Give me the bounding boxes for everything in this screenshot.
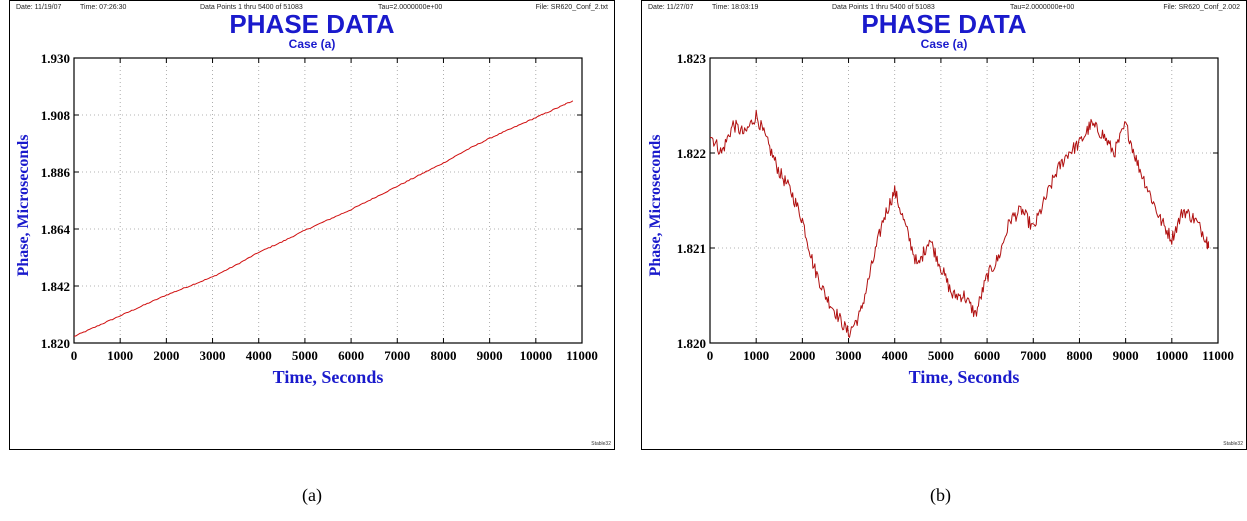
- header-date: Date: 11/19/07: [16, 4, 62, 11]
- x-tick-label: 11000: [566, 348, 598, 363]
- y-tick-label: 1.930: [41, 51, 70, 66]
- x-tick-label: 0: [71, 348, 78, 363]
- y-axis-title: Phase, Microseconds: [647, 135, 664, 277]
- header-tau: Tau=2.0000000e+00: [1010, 4, 1075, 11]
- header-time: Time: 07:26:30: [80, 4, 127, 11]
- x-tick-label: 11000: [1202, 348, 1234, 363]
- x-axis-title: Time, Seconds: [909, 367, 1020, 387]
- x-tick-label: 7000: [1020, 348, 1046, 363]
- y-tick-label: 1.823: [677, 51, 707, 66]
- x-tick-label: 1000: [743, 348, 769, 363]
- header-points: Data Points 1 thru 5400 of 51083: [832, 4, 935, 11]
- header-date: Date: 11/27/07: [648, 4, 694, 11]
- y-tick-label: 1.886: [41, 165, 71, 180]
- software-mark: Stable32: [591, 441, 611, 447]
- chart-title: PHASE DATA: [861, 9, 1027, 39]
- x-tick-label: 0: [707, 348, 714, 363]
- x-tick-label: 10000: [520, 348, 553, 363]
- chart-subtitle: Case (a): [288, 37, 336, 51]
- chart-panel-b: Date: 11/27/07 Time: 18:03:19 Data Point…: [641, 0, 1247, 450]
- x-tick-label: 1000: [107, 348, 133, 363]
- plot-frame: [73, 57, 583, 344]
- plot-svg: 0 1000 2000 3000 4000 5000 6000 7000 8000 9000 100…: [15, 51, 598, 387]
- x-tick-label: 10000: [1156, 348, 1189, 363]
- x-tick-label: 4000: [882, 348, 908, 363]
- header-points: Data Points 1 thru 5400 of 51083: [200, 4, 303, 11]
- x-tick-label: 5000: [928, 348, 954, 363]
- y-tick-label: 1.864: [41, 222, 71, 237]
- x-tick-label: 6000: [974, 348, 1000, 363]
- x-axis-title: Time, Seconds: [273, 367, 384, 387]
- x-tick-label: 3000: [836, 348, 862, 363]
- x-tick-label: 7000: [384, 348, 410, 363]
- x-tick-label: 4000: [246, 348, 272, 363]
- chart-title: PHASE DATA: [229, 9, 395, 39]
- y-axis-title: Phase, Microseconds: [15, 135, 32, 277]
- y-tick-label: 1.822: [677, 146, 706, 161]
- y-tick-label: 1.820: [41, 336, 70, 351]
- x-tick-label: 9000: [477, 348, 503, 363]
- phase-series-line: [73, 100, 574, 337]
- y-tick-label: 1.821: [677, 241, 706, 256]
- chart-panel-a: Date: 11/19/07 Time: 07:26:30 Data Point…: [9, 0, 615, 450]
- x-tick-label: 3000: [200, 348, 226, 363]
- x-tick-label: 6000: [338, 348, 364, 363]
- header-file: File: SR620_Conf_2.002: [1163, 4, 1240, 11]
- x-tick-label: 8000: [430, 348, 456, 363]
- x-tick-label: 5000: [292, 348, 318, 363]
- software-mark: Stable32: [1223, 441, 1243, 447]
- caption-b: (b): [930, 485, 951, 505]
- y-tick-label: 1.908: [41, 108, 71, 123]
- phase-series-line: [709, 109, 1210, 338]
- header-tau: Tau=2.0000000e+00: [378, 4, 443, 11]
- y-tick-label: 1.820: [677, 336, 706, 351]
- header-file: File: SR620_Conf_2.txt: [535, 4, 608, 11]
- plot-svg: 0 1000 2000 3000 4000 5000 6000 7000 8000 9000 100…: [647, 51, 1234, 387]
- x-tick-label: 2000: [789, 348, 815, 363]
- plot-frame: [709, 57, 1219, 344]
- header-time: Time: 18:03:19: [712, 4, 759, 11]
- x-tick-label: 8000: [1066, 348, 1092, 363]
- y-tick-label: 1.842: [41, 279, 70, 294]
- x-tick-label: 2000: [153, 348, 179, 363]
- x-tick-label: 9000: [1113, 348, 1139, 363]
- chart-subtitle: Case (a): [920, 37, 968, 51]
- caption-a: (a): [302, 485, 322, 505]
